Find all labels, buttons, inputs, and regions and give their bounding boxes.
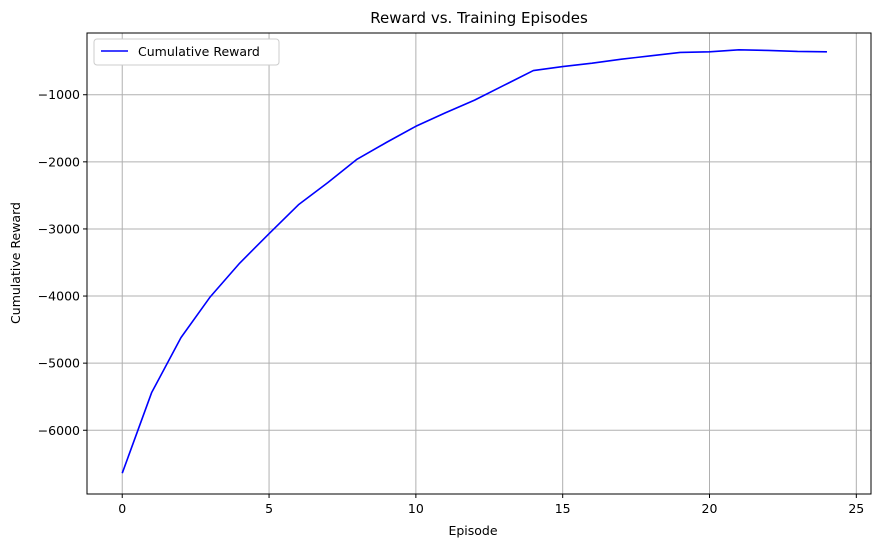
data-point (620, 58, 622, 60)
series-layer (121, 48, 828, 474)
data-point (532, 69, 534, 71)
x-tick-label: 10 (408, 501, 424, 516)
plot-frame (86, 32, 872, 495)
data-point (268, 232, 270, 234)
legend: Cumulative Reward (93, 38, 280, 66)
data-point (796, 50, 798, 52)
series-line-cumulative-reward (121, 48, 827, 474)
y-tick-label: −3000 (38, 221, 80, 236)
data-point (238, 262, 240, 264)
data-point (327, 181, 329, 183)
data-point (591, 62, 593, 64)
data-point (385, 141, 387, 143)
data-point (150, 391, 152, 393)
data-point (444, 112, 446, 114)
data-point (738, 49, 740, 51)
chart-title: Reward vs. Training Episodes (370, 9, 588, 27)
y-tick-label: −2000 (38, 154, 80, 169)
y-tick-label: −4000 (38, 289, 80, 304)
data-point (708, 51, 710, 53)
y-tick-label: −1000 (38, 87, 80, 102)
x-tick-label: 25 (848, 501, 864, 516)
data-point (415, 125, 417, 127)
data-point (826, 51, 828, 53)
data-point (180, 336, 182, 338)
data-point (650, 55, 652, 57)
data-point (561, 65, 563, 67)
data-point (297, 204, 299, 206)
legend-box (93, 38, 280, 66)
y-tick-label: −5000 (38, 356, 80, 371)
x-axis-title: Episode (448, 523, 497, 538)
x-tick-label: 15 (555, 501, 571, 516)
data-point (356, 158, 358, 160)
data-point (767, 49, 769, 51)
x-tick-label: 5 (265, 501, 273, 516)
data-point (679, 51, 681, 53)
data-point (473, 99, 475, 101)
y-axis-title: Cumulative Reward (8, 202, 23, 324)
y-tick-label: −6000 (38, 423, 80, 438)
axis-ticks: 0 5 10 15 20 25 −6000 −5000 −4000 −3000 −2000 −1000 (38, 87, 865, 516)
x-tick-label: 20 (702, 501, 718, 516)
grid-lines (87, 33, 871, 494)
data-point (503, 84, 505, 86)
data-point (209, 296, 211, 298)
x-tick-label: 0 (118, 501, 126, 516)
legend-label: Cumulative Reward (138, 44, 260, 59)
data-point (121, 472, 123, 474)
